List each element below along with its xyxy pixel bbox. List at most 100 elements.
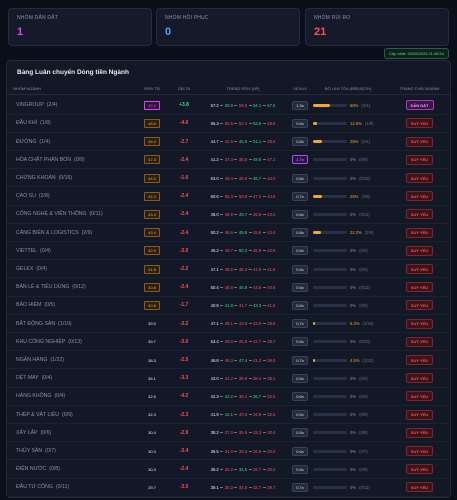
trend-value: 44.0 — [253, 266, 262, 272]
sector-count: (0/4) — [40, 247, 51, 254]
delta: -3.3 — [179, 375, 189, 382]
sector-title: HÓA CHẤT PHÂN BÓN — [16, 156, 71, 163]
vexuv-badge: 0.6x — [292, 391, 308, 401]
sector-count: (0/4) — [36, 266, 47, 273]
sector-count: (0/4) — [54, 393, 66, 400]
breadth: 4.5% (1/22) — [313, 358, 383, 363]
status-badge: SUY YẾU — [405, 209, 434, 220]
delta: -2.4 — [179, 229, 189, 236]
breadth: 12.5% (1/8) — [313, 121, 383, 126]
arrow — [248, 432, 252, 434]
trend-value: 34.8 — [253, 412, 262, 418]
status-badge: SUY YẾU — [405, 409, 434, 420]
trend-value: 40.5 — [238, 412, 248, 418]
table-row: CAO SU (2/8) 44.3 -2.4 60.6 55.3 50.9 47.2 44.8 0… — [7, 188, 450, 206]
sector-name: CẢNG BIỂN & LOGISTICS (2/9) — [13, 230, 135, 236]
trend-value: 44.6 — [253, 284, 262, 290]
breadth-track — [313, 194, 347, 198]
arrow — [262, 414, 266, 416]
trend-value: 50.2 — [210, 230, 219, 236]
arrow — [248, 268, 252, 270]
arrow — [262, 141, 266, 143]
arrow — [234, 377, 238, 379]
sector-count: (0/12) — [72, 284, 86, 291]
trend: 48.0 46.9 49.7 45.5 43.4 — [199, 212, 287, 217]
breadth-track — [313, 176, 347, 180]
breadth: 0% (0/16) — [313, 176, 383, 181]
trend-value: 45.5 — [253, 211, 262, 217]
trend-value: 49.7 — [238, 211, 248, 217]
table-row: CẢNG BIỂN & LOGISTICS (2/9) 43.4 -2.4 50.2 46… — [7, 224, 450, 242]
sector-title: THÉP & VẬT LIỆU — [16, 411, 60, 418]
table-row: ĐƯỜNG (1/4) 46.4 -2.7 44.7 42.5 45.9 51.1 49.4 0.… — [7, 133, 450, 151]
arrow — [262, 122, 266, 124]
breadth-label: 0% — [350, 157, 357, 163]
arrow — [234, 159, 238, 161]
status-badge: SUY YẾU — [405, 264, 434, 275]
trend: 39.1 35.2 34.5 32.7 29.7 — [199, 485, 287, 490]
sector-title: CAO SU — [16, 193, 36, 200]
vexuv-badge: 0.6x — [292, 209, 308, 219]
table-row: GELEX (0/4) 41.8 -2.2 47.1 45.6 45.3 44.0 41.8 0.… — [7, 261, 450, 279]
breadth-track — [313, 140, 347, 144]
arrow — [234, 195, 238, 197]
breadth-label: 0% — [350, 375, 357, 381]
trend-value: 43.4 — [267, 211, 276, 217]
status-badge: SUY YẾU — [405, 373, 434, 384]
breadth-track — [313, 394, 347, 398]
status-badge: SUY YẾU — [405, 336, 434, 347]
trend-value: 35.1 — [267, 375, 276, 381]
arrow — [248, 159, 252, 161]
arrow — [234, 359, 238, 361]
column-header: RSIV TB — [144, 86, 160, 91]
arrow — [234, 286, 238, 288]
update-badge: Cập nhật: 04/09/2026 11:46:54 — [384, 48, 449, 59]
trend-value: 41.7 — [238, 302, 248, 308]
vexuv-badge: 0.5x — [292, 282, 308, 292]
breadth-count: (0/9) — [359, 157, 368, 163]
trend-value: 37.4 — [224, 157, 233, 163]
arrow — [220, 104, 224, 106]
rsiv-badge: 43.4 — [144, 228, 160, 238]
breadth-count: (0/13) — [359, 339, 371, 345]
trend: 47.1 45.1 43.9 43.0 39.8 — [199, 321, 287, 326]
breadth-count: (0/11) — [359, 484, 370, 490]
breadth: 0% (0/6) — [313, 430, 383, 435]
sector-title: ĐIỆN NƯỚC — [16, 466, 47, 473]
status-badge: SUY YẾU — [405, 245, 434, 256]
sector-name: ĐƯỜNG (1/4) — [13, 139, 135, 145]
column-header: ĐỘ LAN TỎA (BREADTH) — [324, 86, 372, 91]
trend-value: 36.7 — [253, 393, 262, 399]
arrow — [262, 468, 266, 470]
table-row: BẤT ĐỘNG SẢN (1/19) 39.0 -3.2 47.1 45.1 43.9 43… — [7, 315, 450, 333]
trend-value: 46.6 — [238, 175, 248, 181]
table-row: NGÂN HÀNG (1/22) 38.3 -2.5 46.8 46.3 47.4 41.3 3… — [7, 352, 450, 370]
vexuv-badge: 0.8x — [292, 137, 308, 147]
arrow — [248, 104, 252, 106]
card-label: NHÓM DẪN DẮT — [17, 15, 59, 21]
trend-value: 42.5 — [224, 139, 233, 145]
trend-value: 41.2 — [210, 157, 219, 163]
vexuv-badge: 0.6x — [292, 264, 308, 274]
trend-value: 43.9 — [238, 321, 248, 327]
arrow — [248, 377, 252, 379]
breadth-label: 0% — [350, 412, 357, 418]
arrow — [262, 432, 266, 434]
trend-value: 40.9 — [210, 302, 219, 308]
trend-value: 42.9 — [267, 248, 276, 254]
breadth: 0% (0/11) — [313, 485, 383, 490]
arrow — [234, 213, 238, 215]
vexuv-badge: 0.8x — [292, 228, 308, 238]
vexuv-badge: 0.7x — [292, 191, 308, 201]
trend-value: 50.9 — [238, 193, 248, 199]
sector-title: BẤT ĐỘNG SẢN — [16, 320, 56, 327]
sector-title: VIETTEL — [16, 247, 38, 254]
trend-value: 47.2 — [267, 157, 276, 163]
breadth-count: (0/9) — [359, 412, 368, 418]
breadth: 0% (0/4) — [313, 394, 383, 399]
sector-count: (1/22) — [50, 357, 64, 364]
breadth-track — [313, 158, 347, 162]
sector-table: Bảng Luân chuyển Dòng tiền Ngành NHÓM NG… — [6, 60, 451, 498]
trend-value: 51.1 — [253, 139, 262, 145]
status-badge: SUY YẾU — [405, 282, 434, 293]
